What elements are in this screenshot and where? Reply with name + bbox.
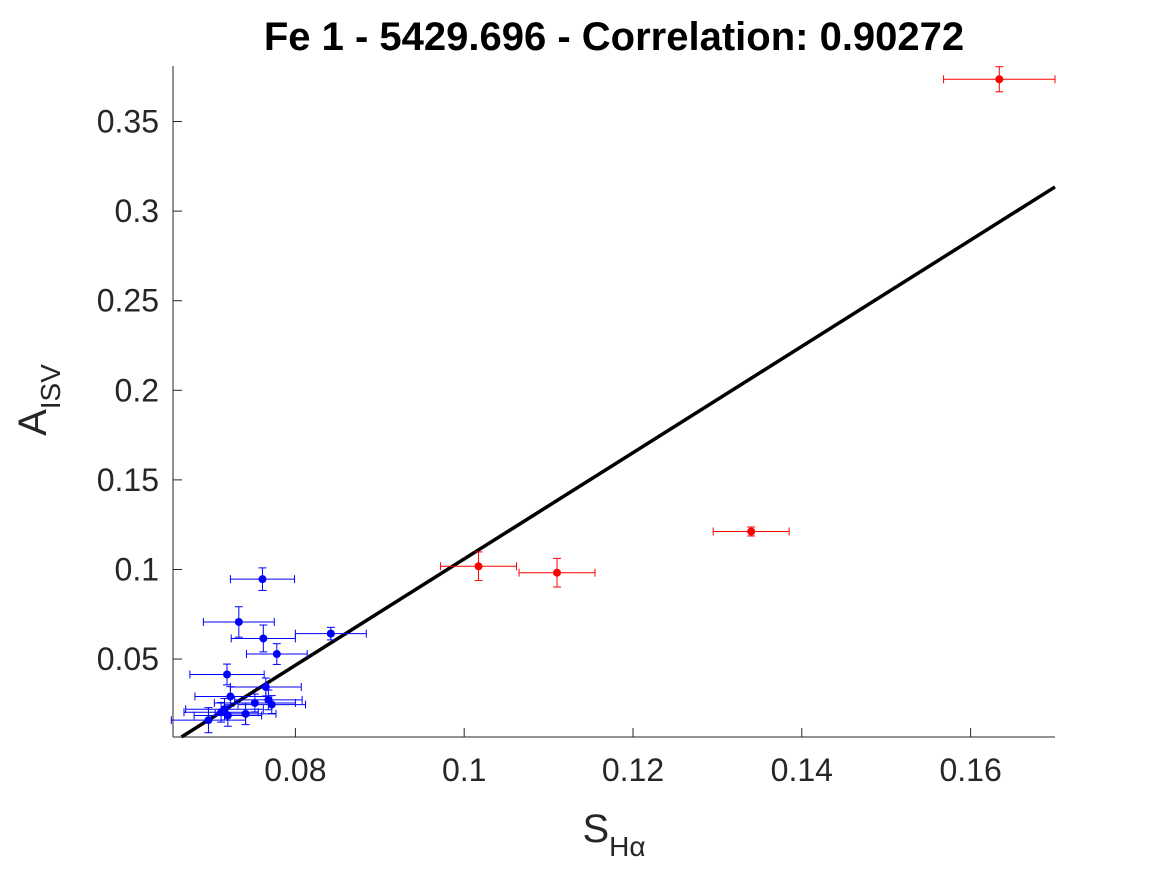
- point-marker: [474, 562, 483, 571]
- marks-layer: [170, 66, 1056, 734]
- data-point: [202, 606, 275, 638]
- point-marker: [326, 629, 335, 638]
- point-marker: [995, 75, 1004, 84]
- data-point: [245, 643, 308, 665]
- data-point: [229, 567, 296, 591]
- chart-title: Fe 1 - 5429.696 - Correlation: 0.90272: [264, 15, 964, 59]
- data-point: [214, 702, 277, 726]
- y-tick-label: 0.3: [115, 193, 159, 229]
- y-tick-label: 0.2: [115, 372, 159, 408]
- y-axis-label: AISV: [11, 364, 66, 436]
- point-marker: [272, 650, 281, 659]
- y-axis-label-main: A: [11, 409, 55, 436]
- y-tick-label: 0.15: [97, 462, 159, 498]
- data-point: [193, 704, 263, 727]
- data-point: [294, 626, 367, 641]
- point-marker: [204, 716, 213, 725]
- x-tick-label: 0.16: [939, 752, 1001, 788]
- data-point: [234, 689, 303, 711]
- x-tick-label: 0.1: [442, 752, 486, 788]
- y-tick-label: 0.05: [97, 641, 159, 677]
- point-marker: [259, 634, 268, 643]
- data-point: [518, 557, 596, 588]
- plot-area: [170, 66, 1056, 739]
- x-tick-label: 0.08: [264, 752, 326, 788]
- y-tick-label: 0.35: [97, 104, 159, 140]
- data-point: [712, 526, 790, 537]
- x-axis-label-main: S: [582, 807, 609, 851]
- x-ticks: 0.08 0.1 0.12 0.14 0.16: [264, 728, 1002, 788]
- point-marker: [553, 568, 562, 577]
- fit-line: [180, 185, 1056, 739]
- point-marker: [223, 711, 232, 720]
- data-point: [170, 707, 247, 734]
- y-ticks: 0.05 0.1 0.15 0.2 0.25 0.3 0.35: [97, 104, 182, 677]
- point-marker: [241, 709, 250, 718]
- point-marker: [261, 683, 270, 692]
- data-point: [189, 663, 265, 686]
- point-marker: [223, 670, 232, 679]
- point-marker: [258, 575, 267, 584]
- y-axis-label-sub: ISV: [35, 364, 66, 409]
- data-point: [440, 551, 518, 582]
- point-marker: [234, 617, 243, 626]
- point-marker: [747, 527, 756, 536]
- x-axis-label-sub: Hα: [609, 831, 645, 862]
- point-marker: [267, 700, 276, 709]
- fit-layer: [180, 185, 1056, 739]
- x-axis-label: SHα: [582, 807, 645, 862]
- x-tick-label: 0.12: [602, 752, 664, 788]
- y-tick-label: 0.25: [97, 283, 159, 319]
- data-point: [943, 66, 1056, 93]
- data-point: [230, 624, 296, 653]
- point-marker: [226, 692, 235, 701]
- y-tick-label: 0.1: [115, 551, 159, 587]
- x-tick-label: 0.14: [771, 752, 833, 788]
